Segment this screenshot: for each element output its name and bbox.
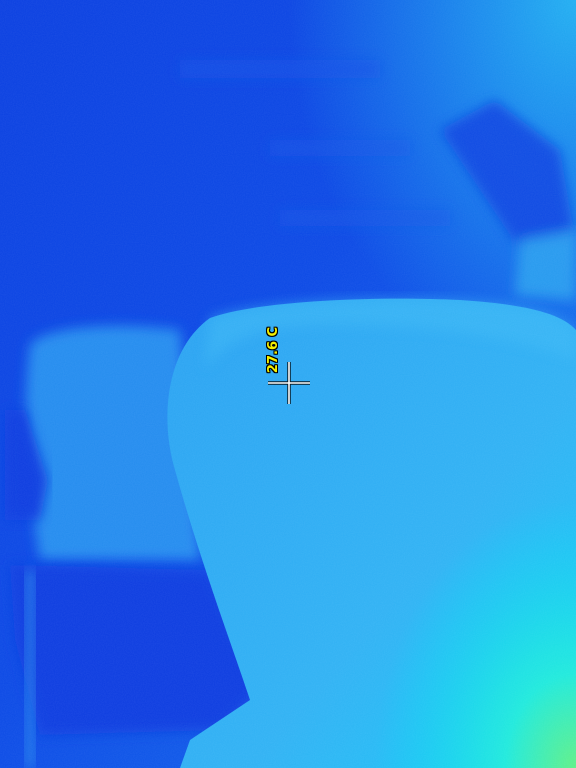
crosshair-icon [268,362,310,404]
